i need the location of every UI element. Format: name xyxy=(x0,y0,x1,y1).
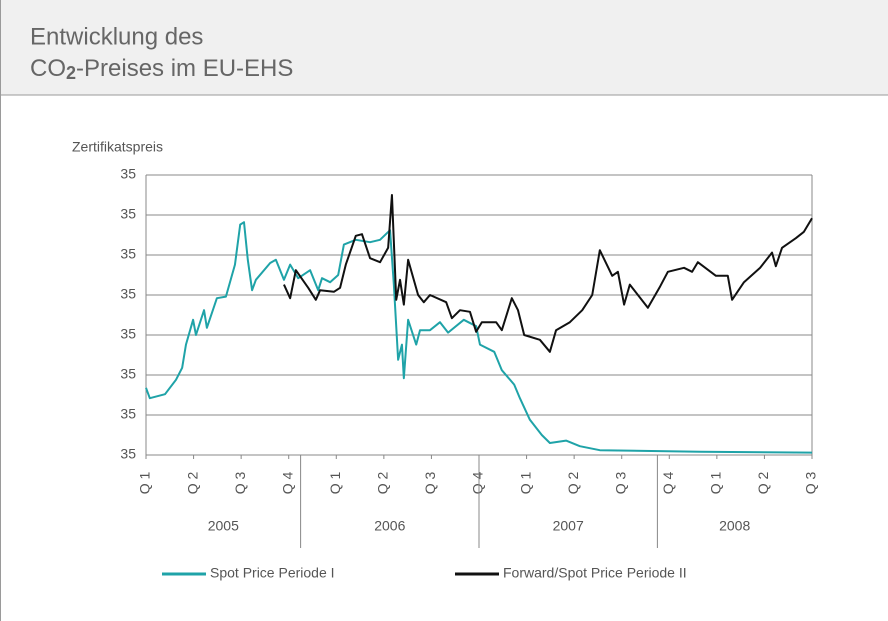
x-tick-label: Q 1 xyxy=(708,472,724,495)
x-tick-label: Q 3 xyxy=(232,472,248,495)
legend-label: Forward/Spot Price Periode II xyxy=(503,565,687,581)
y-tick-label: 35 xyxy=(120,286,136,302)
title-part: CO xyxy=(30,55,66,82)
x-tick-label: Q 2 xyxy=(184,472,200,495)
y-axis-label: Zertifikatspreis xyxy=(72,139,163,155)
year-label: 2005 xyxy=(208,518,239,534)
title-subscript: 2 xyxy=(66,63,76,83)
x-tick-label: Q 4 xyxy=(470,472,486,495)
series-line xyxy=(283,194,813,353)
x-tick-label: Q 4 xyxy=(660,472,676,495)
y-tick-label: 35 xyxy=(120,446,136,462)
title-band xyxy=(0,0,888,95)
x-tick-label: Q 2 xyxy=(755,472,771,495)
year-label: 2007 xyxy=(553,518,584,534)
legend-label: Spot Price Periode I xyxy=(210,565,335,581)
x-tick-label: Q 2 xyxy=(565,472,581,495)
x-tick-label: Q 3 xyxy=(803,472,819,495)
y-tick-label: 35 xyxy=(120,326,136,342)
x-tick-label: Q 1 xyxy=(517,472,533,495)
y-tick-label: 35 xyxy=(120,206,136,222)
x-tick-label: Q 1 xyxy=(137,472,153,495)
y-tick-label: 35 xyxy=(120,406,136,422)
series-line xyxy=(145,221,813,454)
chart-title: Entwicklung des xyxy=(30,23,203,50)
x-tick-label: Q 3 xyxy=(422,472,438,495)
y-tick-label: 35 xyxy=(120,366,136,382)
y-tick-label: 35 xyxy=(120,246,136,262)
y-tick-label: 35 xyxy=(120,166,136,182)
x-tick-label: Q 3 xyxy=(612,472,628,495)
title-part: -Preises im EU-EHS xyxy=(76,55,293,82)
year-label: 2006 xyxy=(374,518,405,534)
x-tick-label: Q 2 xyxy=(375,472,391,495)
chart-title: CO2-Preises im EU-EHS xyxy=(30,55,293,82)
x-tick-label: Q 1 xyxy=(327,472,343,495)
x-tick-label: Q 4 xyxy=(279,472,295,495)
year-label: 2008 xyxy=(719,518,750,534)
